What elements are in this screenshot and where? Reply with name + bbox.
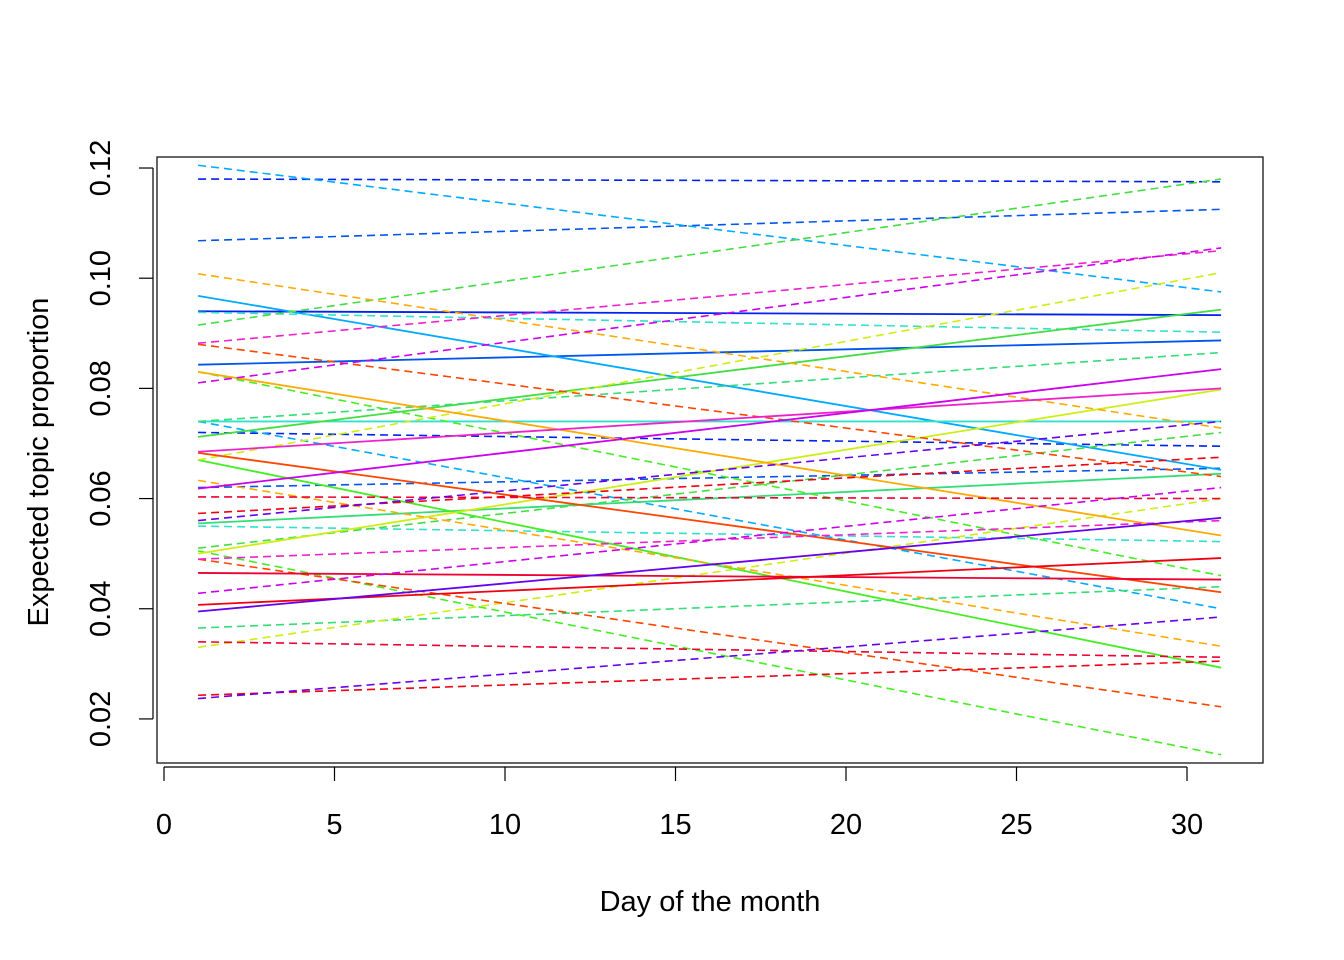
x-axis-label: Day of the month [600,886,821,918]
series-upper-bound [197,178,1222,326]
y-tick-label: 0.02 [85,691,117,747]
series-lower-bound [198,431,1222,448]
series-line [197,368,1222,490]
series-lower-bound [197,497,1222,649]
series-lower-bound [197,550,1222,756]
x-tick-label: 5 [326,809,342,841]
y-tick-label: 0.12 [85,140,117,196]
series-upper-bound [198,178,1222,183]
y-axis: 0.02 0.04 0.06 0.08 0.10 0.12 [85,140,154,747]
series-14 [197,247,1222,595]
series-5 [197,178,1222,549]
series-line [198,387,1222,453]
series-upper-bound [197,272,1222,429]
series-line [197,370,1222,537]
series-lower-bound [197,479,1222,647]
x-tick-label: 20 [830,809,862,841]
series-lower-bound [197,558,1222,708]
series-upper-bound [197,247,1222,384]
x-tick-label: 25 [1000,809,1032,841]
series-lower-bound [198,585,1222,629]
x-tick-label: 15 [659,809,691,841]
series-9 [197,272,1222,647]
series-line [198,557,1222,606]
series-line [198,310,1222,317]
series-1 [198,178,1222,448]
series-2 [198,208,1222,489]
series-13 [198,249,1222,560]
series-upper-bound [198,420,1222,522]
y-axis-label: Expected topic proportion [23,298,55,627]
series-15 [198,420,1222,700]
series-6 [198,351,1222,629]
series-10 [197,343,1222,708]
series-lower-bound [198,616,1222,700]
series-line [197,294,1222,471]
y-tick-label: 0.08 [85,360,117,416]
series-line [198,572,1222,581]
series-upper-bound [197,271,1222,461]
series-upper-bound [197,343,1222,478]
series-upper-bound [198,496,1222,500]
series-line [198,516,1222,613]
series-upper-bound [198,208,1222,242]
y-tick-label: 0.04 [85,581,117,637]
x-tick-label: 0 [156,809,172,841]
series-layer [197,164,1222,756]
y-tick-label: 0.10 [85,250,117,306]
series-line [198,472,1222,525]
series-upper-bound [198,311,1222,333]
x-tick-label: 30 [1171,809,1203,841]
series-lower-bound [198,431,1222,549]
series-lower-bound [198,486,1222,595]
series-lower-bound [197,420,1222,610]
series-line [198,339,1222,366]
series-upper-bound [198,164,1222,293]
series-lower-bound [198,641,1222,659]
series-upper-bound [198,249,1222,345]
series-line [197,308,1222,438]
plot-frame [156,156,1264,764]
series-lower-bound [198,660,1222,697]
y-tick-label: 0.06 [85,470,117,526]
series-upper-bound [198,351,1222,423]
series-upper-bound [197,371,1222,577]
x-axis: 0 5 10 15 20 25 30 [156,766,1203,841]
series-upper-bound [198,456,1222,515]
series-4 [198,311,1222,543]
series-line [197,451,1222,594]
series-lower-bound [198,467,1222,489]
x-tick-label: 10 [489,809,521,841]
series-11 [198,496,1222,659]
